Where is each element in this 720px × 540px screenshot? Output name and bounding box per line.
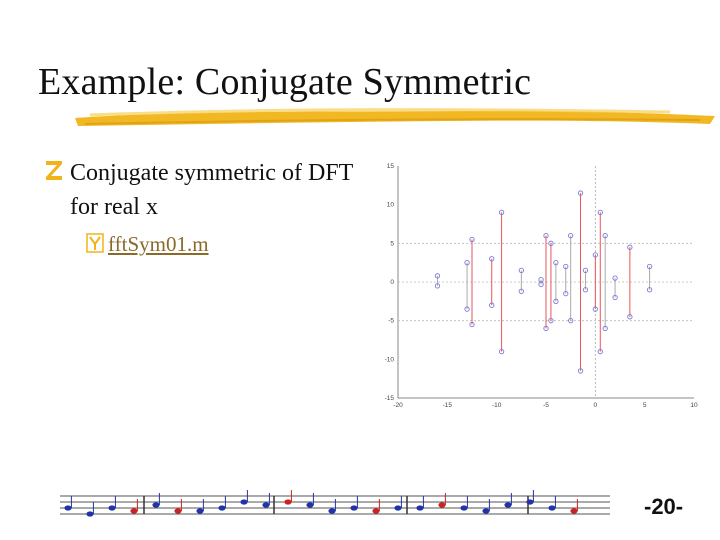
z-bullet-icon xyxy=(46,161,62,180)
page-title: Example: Conjugate Symmetric xyxy=(38,61,532,103)
stem-marker xyxy=(568,232,574,239)
x-tick-label: 10 xyxy=(690,402,698,409)
stem-marker xyxy=(568,318,574,324)
y-tick-label: -15 xyxy=(385,395,395,402)
y-tick-label: -10 xyxy=(385,356,395,363)
y-tick-label: 10 xyxy=(387,202,395,209)
stem-marker xyxy=(602,232,608,239)
stem-marker xyxy=(563,263,569,270)
stem-marker xyxy=(434,283,441,289)
y-bullet-icon xyxy=(86,233,104,253)
stem-marker xyxy=(469,236,475,243)
stem-marker xyxy=(612,294,618,301)
y-tick-label: 15 xyxy=(387,163,395,170)
stem-marker xyxy=(627,314,633,320)
stem-marker xyxy=(464,306,470,312)
stem-marker xyxy=(602,325,608,332)
page-number: -20- xyxy=(644,494,684,519)
x-tick-label: -15 xyxy=(443,402,453,409)
x-tick-label: 5 xyxy=(643,402,647,409)
x-tick-label: -20 xyxy=(393,402,403,409)
stem-marker xyxy=(646,263,653,270)
stem-marker xyxy=(434,273,441,279)
stem-marker xyxy=(538,281,544,287)
y-tick-label: -5 xyxy=(388,318,394,325)
stem-marker xyxy=(577,368,584,374)
stem-marker xyxy=(563,290,569,297)
stem-marker xyxy=(489,256,495,262)
stem-marker xyxy=(597,209,603,216)
stem-marker xyxy=(489,302,495,308)
stem-marker xyxy=(553,260,559,266)
stem-marker xyxy=(577,190,584,196)
music-staff-decoration xyxy=(60,490,610,517)
stem-marker xyxy=(518,267,524,274)
stem-marker xyxy=(627,244,633,250)
x-tick-label: -5 xyxy=(543,402,549,409)
title-underline-brush xyxy=(75,108,715,126)
stem-marker xyxy=(469,321,475,328)
bullet-text: Conjugate symmetric of DFT for real x xyxy=(70,160,353,220)
stem-marker xyxy=(518,288,524,294)
stem-marker xyxy=(543,325,549,332)
plot-stems xyxy=(434,190,653,374)
stem-marker xyxy=(582,267,589,274)
stem-marker xyxy=(597,348,603,355)
y-tick-label: 5 xyxy=(390,240,394,247)
stem-marker xyxy=(548,240,554,246)
stem-marker xyxy=(582,287,589,293)
stem-marker xyxy=(592,252,598,258)
stem-marker xyxy=(592,306,598,312)
x-tick-label: -10 xyxy=(492,402,502,409)
stem-marker xyxy=(464,260,470,266)
stem-marker xyxy=(646,287,653,293)
x-tick-label: 0 xyxy=(594,402,598,409)
stem-marker xyxy=(553,298,559,304)
stem-marker xyxy=(498,348,505,355)
stem-marker xyxy=(543,232,549,239)
stem-marker xyxy=(612,275,618,281)
y-tick-label: 0 xyxy=(390,279,394,286)
file-link[interactable]: fftSym01.m xyxy=(108,232,209,256)
stem-marker xyxy=(548,318,554,324)
stem-marker xyxy=(498,209,505,216)
